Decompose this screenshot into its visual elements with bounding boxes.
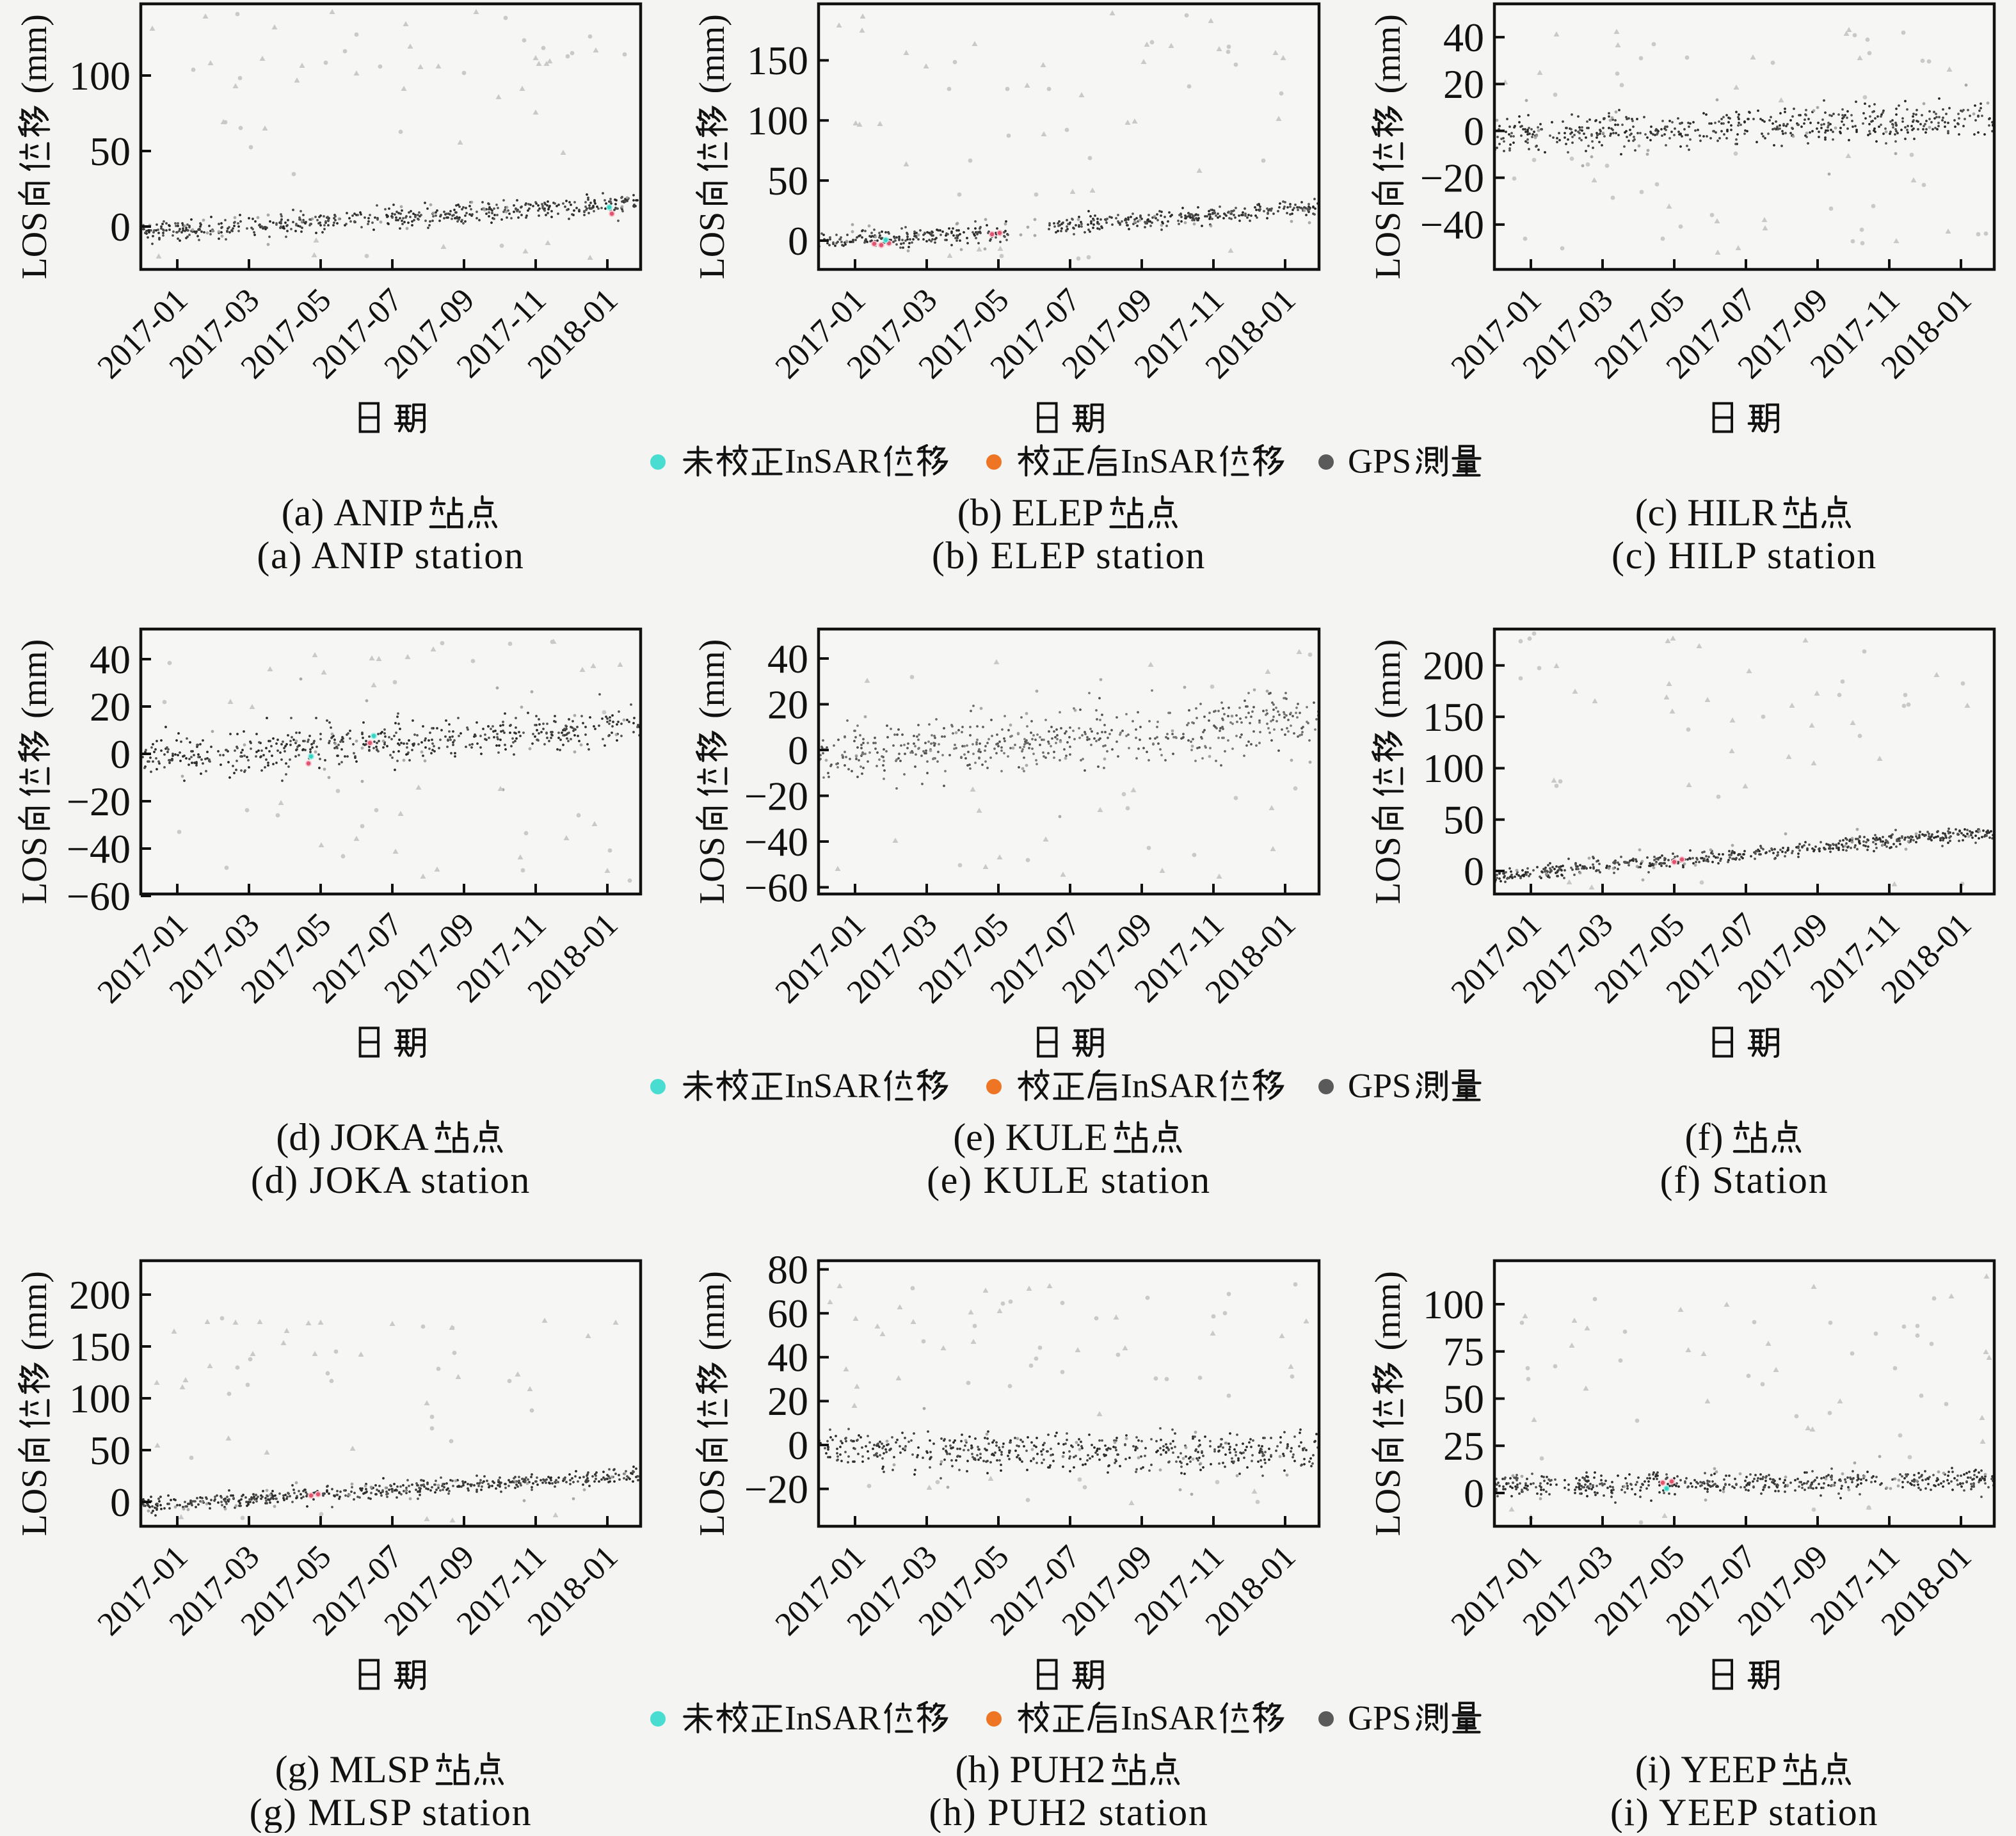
svg-text:LOS: LOS [692,836,732,904]
svg-text:−40: −40 [1420,202,1484,248]
svg-text:(mm): (mm) [15,14,54,93]
svg-text:100: 100 [69,53,131,99]
svg-text:200: 200 [69,1272,131,1318]
svg-text:50: 50 [767,158,808,204]
svg-text:150: 150 [747,38,808,83]
svg-text:LOS: LOS [692,1469,732,1537]
svg-text:−20: −20 [744,1466,808,1512]
svg-text:−20: −20 [1420,156,1484,201]
svg-text:LOS: LOS [1368,836,1408,904]
svg-text:(mm): (mm) [15,639,54,719]
svg-text:(mm): (mm) [15,1271,54,1350]
svg-text:(mm): (mm) [692,14,732,93]
svg-text:150: 150 [1423,694,1484,740]
svg-text:LOS: LOS [1368,212,1408,280]
svg-text:0: 0 [788,1423,808,1468]
svg-text:50: 50 [90,1428,131,1473]
svg-text:−20: −20 [67,779,131,824]
svg-text:20: 20 [90,684,131,730]
svg-text:0: 0 [110,1480,131,1525]
svg-text:100: 100 [747,98,808,143]
svg-text:−60: −60 [67,874,131,919]
svg-text:0: 0 [1464,849,1484,894]
svg-text:40: 40 [1443,15,1484,60]
svg-text:20: 20 [767,682,808,727]
svg-text:80: 80 [767,1247,808,1292]
svg-text:0: 0 [788,218,808,264]
svg-text:0: 0 [788,728,808,773]
svg-text:(mm): (mm) [692,639,732,719]
svg-text:50: 50 [90,129,131,174]
svg-text:LOS: LOS [15,1469,54,1537]
svg-text:20: 20 [767,1378,808,1424]
svg-text:−40: −40 [67,826,131,872]
svg-text:60: 60 [767,1291,808,1336]
svg-text:150: 150 [69,1324,131,1369]
svg-text:100: 100 [1423,746,1484,791]
svg-text:LOS: LOS [692,212,732,280]
svg-text:−60: −60 [744,865,808,910]
svg-text:(mm): (mm) [1368,639,1408,719]
svg-text:(mm): (mm) [1368,14,1408,93]
svg-text:40: 40 [767,636,808,682]
svg-text:100: 100 [69,1376,131,1421]
svg-text:40: 40 [767,1335,808,1380]
svg-text:200: 200 [1423,643,1484,689]
svg-text:50: 50 [1443,797,1484,843]
svg-text:40: 40 [90,637,131,682]
svg-text:0: 0 [1464,108,1484,154]
svg-text:LOS: LOS [15,836,54,904]
svg-text:−20: −20 [744,773,808,818]
svg-text:(mm): (mm) [692,1271,732,1350]
svg-text:−40: −40 [744,819,808,865]
svg-text:LOS: LOS [15,212,54,280]
svg-text:0: 0 [110,731,131,777]
svg-text:0: 0 [110,204,131,250]
svg-text:20: 20 [1443,61,1484,107]
